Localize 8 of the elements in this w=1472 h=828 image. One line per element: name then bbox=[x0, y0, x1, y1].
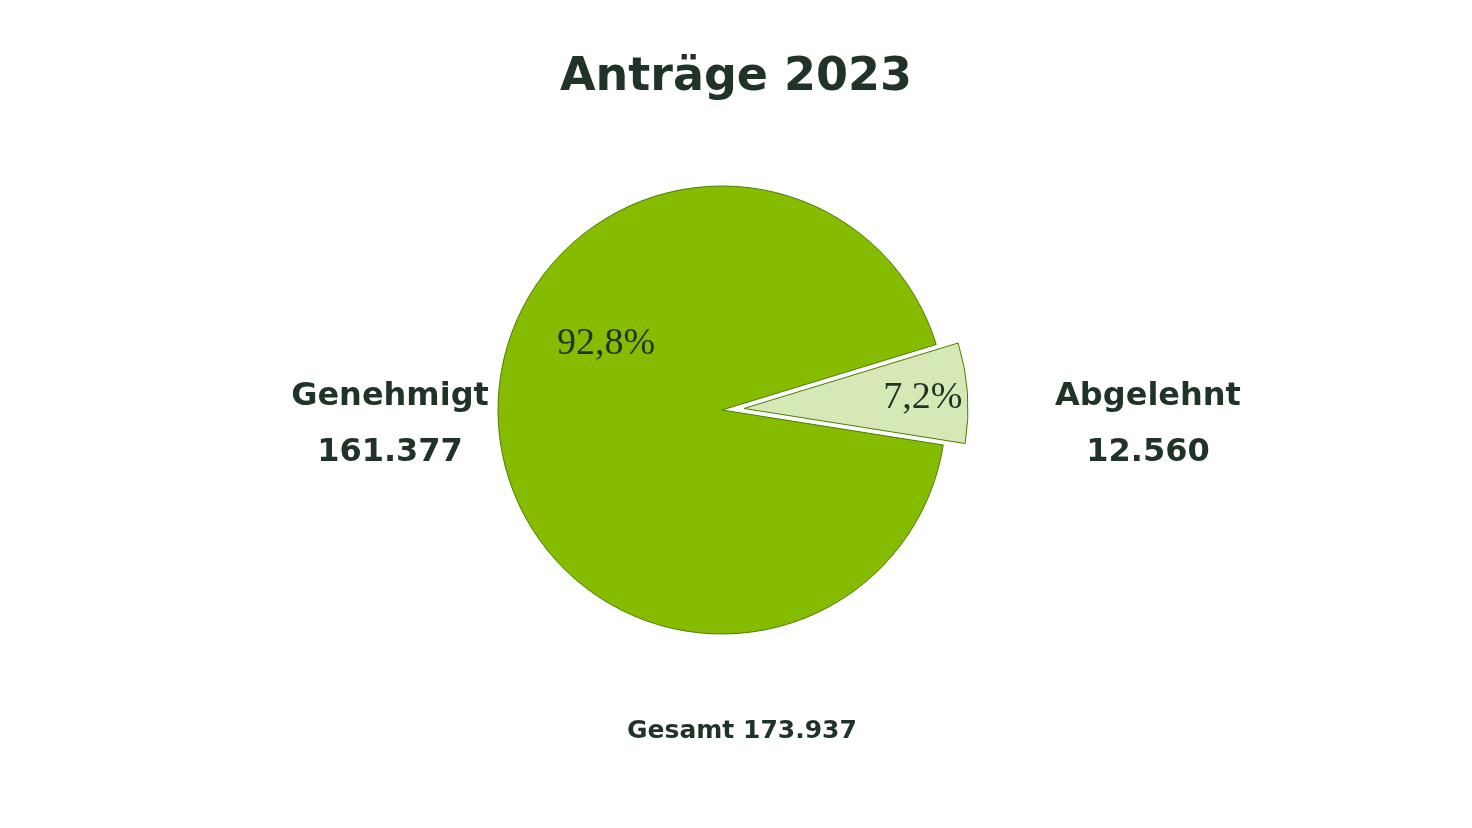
data-label: 12.560 bbox=[1086, 431, 1210, 469]
slice-label: Abgelehnt bbox=[1055, 375, 1241, 413]
text: Gesamt 173.937 bbox=[627, 715, 857, 744]
data-label: 161.377 bbox=[317, 431, 463, 469]
text: 7,2% bbox=[883, 373, 963, 416]
slice-label: Genehmigt bbox=[291, 375, 489, 413]
text: 92,8% bbox=[556, 320, 656, 363]
chart-title: Anträge 2023 bbox=[559, 47, 913, 101]
